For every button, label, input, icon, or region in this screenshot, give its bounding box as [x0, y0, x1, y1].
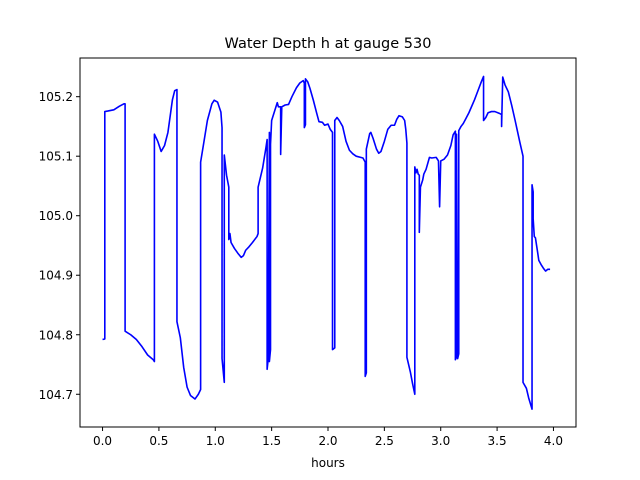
- y-tick-label: 104.9: [39, 269, 73, 283]
- y-tick-label: 104.7: [39, 388, 73, 402]
- x-tick-label: 0.0: [93, 434, 112, 448]
- x-tick-label: 3.5: [488, 434, 507, 448]
- x-tick-label: 1.0: [206, 434, 225, 448]
- chart-title: Water Depth h at gauge 530: [225, 36, 432, 52]
- x-axis-label: hours: [311, 456, 345, 470]
- y-tick-label: 104.8: [39, 328, 73, 342]
- y-tick-label: 105.1: [39, 150, 73, 164]
- y-tick-label: 105.0: [39, 209, 73, 223]
- x-tick-label: 3.0: [431, 434, 450, 448]
- x-tick-label: 2.0: [318, 434, 337, 448]
- x-tick-label: 0.5: [149, 434, 168, 448]
- x-tick-label: 2.5: [375, 434, 394, 448]
- y-tick-label: 105.2: [39, 90, 73, 104]
- x-tick-label: 4.0: [544, 434, 563, 448]
- x-tick-label: 1.5: [262, 434, 281, 448]
- series-line-0: [102, 75, 551, 410]
